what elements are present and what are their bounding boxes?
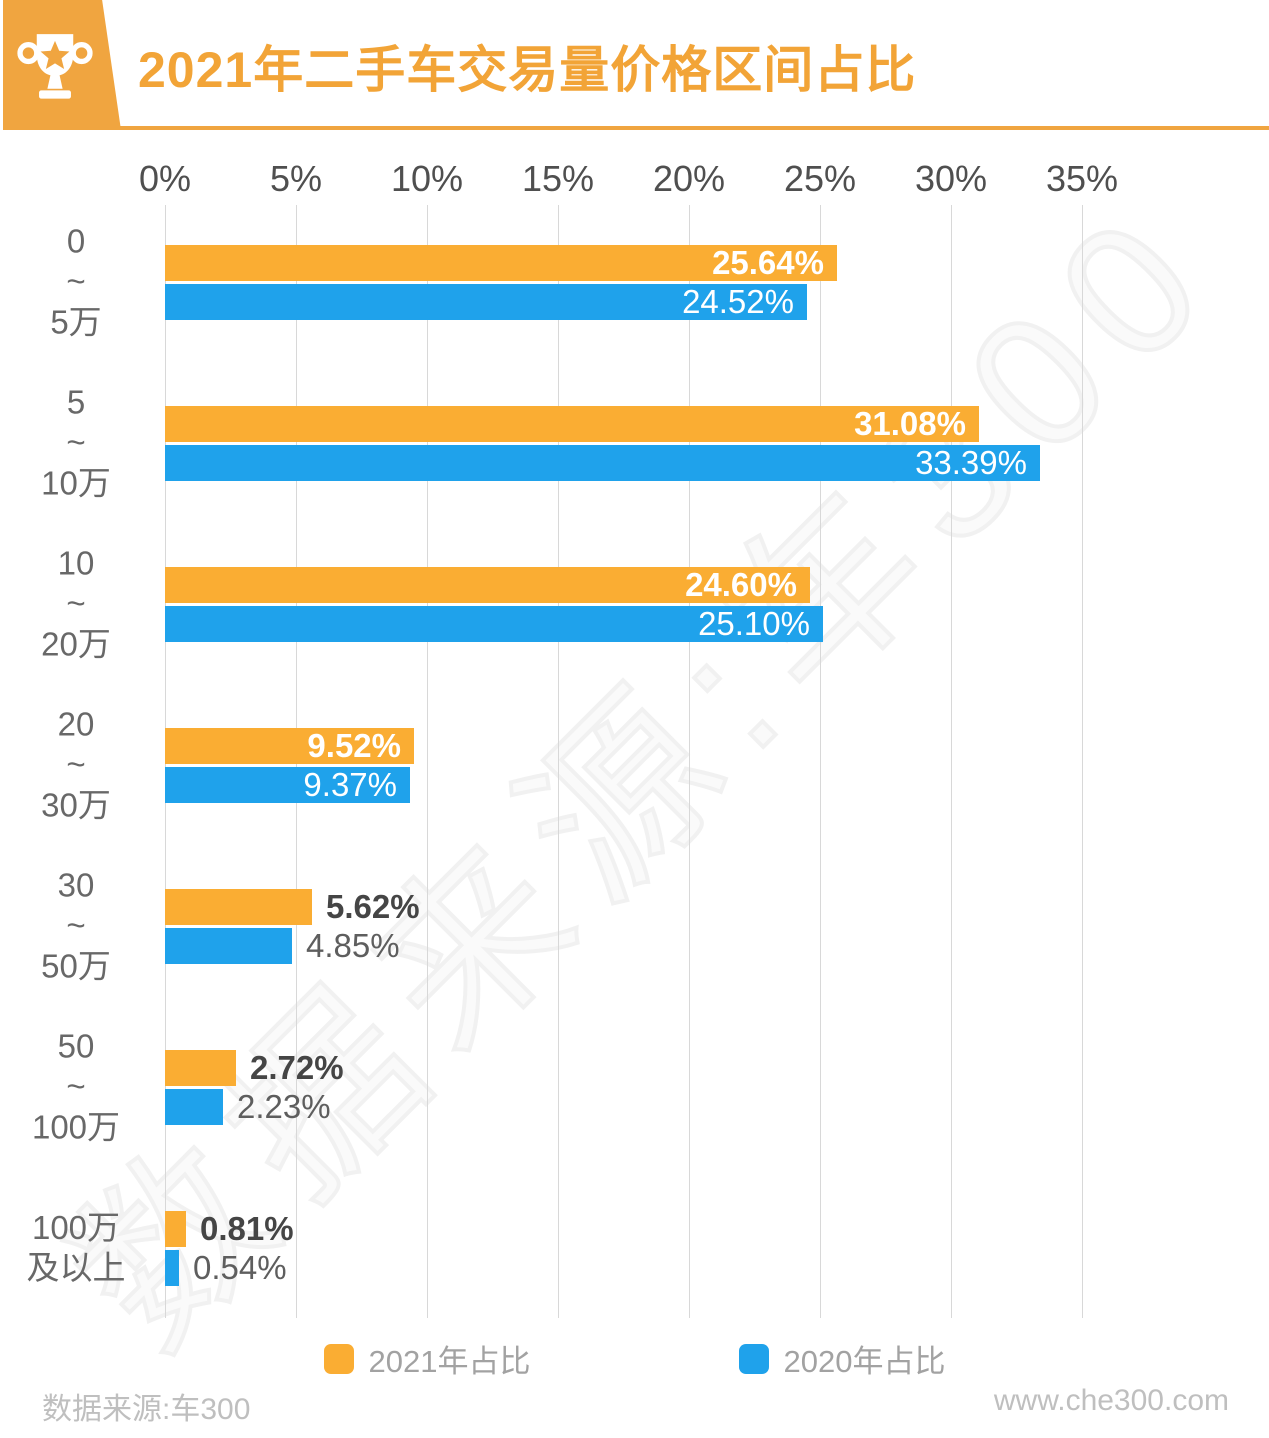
bar-2020: 9.37%: [165, 767, 410, 803]
bar-2021: 9.52%: [165, 728, 414, 764]
bar-2020: [165, 928, 292, 964]
category-label: 30 ~ 50万: [41, 866, 111, 985]
legend-swatch-2020: [738, 1343, 769, 1374]
trophy-badge: [3, 0, 121, 130]
x-axis-tick-label: 20%: [652, 158, 726, 199]
category-label: 10 ~ 20万: [41, 544, 111, 663]
bar-value-label: 33.39%: [915, 444, 1027, 481]
data-source-text: 数据来源:车300: [42, 1393, 251, 1426]
gridline: [558, 205, 559, 1318]
category-label: 50 ~ 100万: [31, 1027, 121, 1146]
x-axis-tick-label: 15%: [521, 158, 595, 199]
bar-value-label: 4.85%: [306, 927, 400, 964]
bar-2021: [165, 1050, 236, 1086]
gridline: [689, 205, 690, 1318]
bar-value-label: 2.23%: [237, 1088, 331, 1125]
bar-2021: [165, 889, 312, 925]
category-label: 5 ~ 10万: [41, 383, 111, 502]
category-label: 0 ~ 5万: [50, 222, 102, 341]
gridline: [820, 205, 821, 1318]
bar-2021: 31.08%: [165, 406, 979, 442]
legend-item-2020: 2020年占比: [738, 1336, 946, 1381]
gridline: [1082, 205, 1083, 1318]
footer: 数据来源:车300 www.che300.com: [42, 1384, 1229, 1428]
bar-value-label: 0.81%: [200, 1210, 294, 1247]
page-title: 2021年二手车交易量价格区间占比: [138, 42, 917, 98]
x-axis-tick-label: 30%: [914, 158, 988, 199]
x-axis-tick-label: 35%: [1045, 158, 1119, 199]
bar-2020: [165, 1089, 223, 1125]
bar-2020: 24.52%: [165, 284, 807, 320]
bar-2020: 33.39%: [165, 445, 1040, 481]
bar-2021: 24.60%: [165, 567, 810, 603]
legend-label: 2020年占比: [783, 1344, 946, 1379]
bar-value-label: 9.37%: [303, 766, 397, 803]
gridline: [427, 205, 428, 1318]
bar-2021: [165, 1211, 186, 1247]
x-axis-tick-label: 10%: [390, 158, 464, 199]
bar-value-label: 25.10%: [698, 605, 810, 642]
bar-2021: 25.64%: [165, 245, 837, 281]
legend-label: 2021年占比: [368, 1344, 531, 1379]
header-underline: [114, 126, 1269, 130]
bar-value-label: 2.72%: [250, 1049, 344, 1086]
bar-value-label: 25.64%: [712, 244, 824, 281]
bar-value-label: 9.52%: [307, 727, 401, 764]
bar-2020: [165, 1250, 179, 1286]
bar-value-label: 31.08%: [854, 405, 966, 442]
legend: 2021年占比 2020年占比: [0, 1336, 1269, 1381]
category-label: 20 ~ 30万: [41, 705, 111, 824]
x-axis-tick-label: 0%: [138, 158, 192, 199]
legend-item-2021: 2021年占比: [323, 1336, 531, 1381]
trophy-icon: [17, 34, 93, 99]
bar-value-label: 24.52%: [682, 283, 794, 320]
bar-value-label: 5.62%: [326, 888, 420, 925]
gridline: [951, 205, 952, 1318]
bar-value-label: 0.54%: [193, 1249, 287, 1286]
bar-value-label: 24.60%: [685, 566, 797, 603]
website-text: www.che300.com: [993, 1384, 1229, 1417]
x-axis-tick-label: 5%: [269, 158, 323, 199]
category-label: 100万 及以上: [26, 1208, 126, 1286]
x-axis-tick-label: 25%: [783, 158, 857, 199]
legend-swatch-2021: [323, 1343, 354, 1374]
bar-2020: 25.10%: [165, 606, 823, 642]
